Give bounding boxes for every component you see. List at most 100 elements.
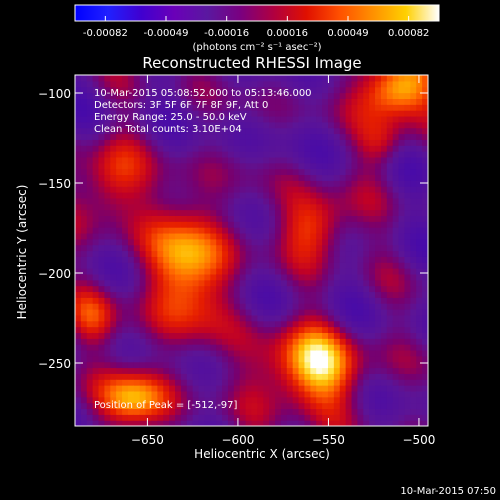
heatmap-cell — [316, 203, 323, 211]
heatmap-cell — [104, 361, 111, 369]
heatmap-cell — [357, 156, 364, 164]
heatmap-cell — [110, 162, 117, 170]
heatmap-cell — [180, 355, 188, 363]
heatmap-cell — [404, 104, 411, 111]
heatmap-cell — [204, 309, 211, 316]
heatmap-cell — [269, 326, 276, 333]
heatmap-cell — [157, 408, 164, 415]
heatmap-cell — [251, 367, 258, 374]
heatmap-cell — [386, 256, 394, 263]
heatmap-cell — [145, 373, 153, 380]
heatmap-cell — [345, 209, 353, 216]
heatmap-cell — [104, 262, 111, 269]
heatmap-cell — [416, 145, 423, 152]
heatmap-cell — [86, 92, 94, 99]
heatmap-cell — [380, 396, 388, 404]
heatmap-cell — [139, 268, 147, 275]
colorbar-tick-label: -0.00082 — [83, 28, 128, 39]
heatmap-cell — [275, 402, 282, 410]
heatmap-cell — [86, 279, 94, 287]
heatmap-cell — [133, 273, 141, 281]
heatmap-cell — [339, 98, 347, 105]
heatmap-cell — [410, 151, 417, 158]
heatmap-cell — [410, 244, 417, 252]
heatmap-cell — [386, 367, 394, 374]
heatmap-cell — [204, 145, 211, 152]
heatmap-cell — [292, 379, 300, 386]
heatmap-cell — [404, 332, 411, 339]
heatmap-cell — [192, 396, 200, 404]
heatmap-cell — [139, 385, 147, 392]
heatmap-cell — [192, 355, 200, 363]
heatmap-cell — [269, 121, 276, 129]
heatmap-cell — [122, 338, 129, 345]
heatmap-cell — [363, 162, 370, 170]
heatmap-cell — [157, 86, 164, 94]
heatmap-cell — [422, 215, 428, 222]
heatmap-cell — [204, 86, 211, 94]
heatmap-cell — [86, 104, 94, 111]
heatmap-cell — [127, 326, 135, 333]
heatmap-cell — [392, 420, 400, 426]
heatmap-cell — [369, 192, 376, 199]
heatmap-cell — [404, 221, 411, 228]
heatmap-cell — [98, 385, 106, 392]
heatmap-cell — [280, 98, 288, 105]
heatmap-cell — [122, 262, 129, 269]
heatmap-cell — [86, 285, 94, 293]
heatmap-cell — [327, 110, 335, 117]
heatmap-cell — [86, 256, 94, 263]
heatmap-cell — [192, 221, 200, 228]
heatmap-cell — [304, 168, 311, 176]
heatmap-cell — [75, 314, 82, 322]
heatmap-cell — [180, 320, 188, 328]
heatmap-cell — [186, 349, 194, 357]
heatmap-cell — [222, 379, 229, 386]
heatmap-cell — [163, 262, 170, 269]
heatmap-cell — [345, 390, 353, 398]
heatmap-cell — [157, 420, 164, 426]
heatmap-cell — [163, 349, 170, 357]
heatmap-cell — [363, 367, 370, 374]
heatmap-cell — [322, 151, 329, 158]
heatmap-cell — [275, 349, 282, 357]
heatmap-cell — [416, 349, 423, 357]
heatmap-cell — [345, 291, 353, 298]
heatmap-cell — [380, 320, 388, 328]
heatmap-cell — [316, 355, 323, 363]
heatmap-cell — [386, 390, 394, 398]
heatmap-cell — [122, 174, 129, 181]
heatmap-cell — [163, 256, 170, 263]
heatmap-cell — [175, 180, 182, 187]
heatmap-cell — [275, 80, 282, 88]
heatmap-cell — [416, 192, 423, 199]
heatmap-cell — [133, 250, 141, 257]
heatmap-cell — [310, 197, 317, 205]
heatmap-cell — [322, 273, 329, 281]
heatmap-cell — [286, 203, 294, 211]
heatmap-cell — [151, 268, 158, 275]
heatmap-cell — [286, 209, 294, 216]
heatmap-cell — [404, 121, 411, 129]
heatmap-cell — [122, 92, 129, 99]
heatmap-cell — [86, 168, 94, 176]
heatmap-cell — [327, 186, 335, 193]
heatmap-cell — [380, 268, 388, 275]
heatmap-cell — [98, 262, 106, 269]
heatmap-cell — [151, 273, 158, 281]
heatmap-cell — [398, 209, 406, 216]
heatmap-cell — [180, 192, 188, 199]
heatmap-cell — [310, 303, 317, 310]
heatmap-cell — [357, 238, 364, 246]
heatmap-cell — [86, 303, 94, 310]
heatmap-cell — [180, 80, 188, 88]
colorbar — [74, 4, 440, 22]
heatmap-cell — [169, 197, 176, 205]
heatmap-cell — [404, 402, 411, 410]
heatmap-cell — [139, 115, 147, 123]
heatmap-cell — [422, 174, 428, 181]
heatmap-cell — [269, 221, 276, 228]
heatmap-cell — [286, 75, 294, 82]
heatmap-cell — [327, 268, 335, 275]
heatmap-cell — [122, 156, 129, 164]
